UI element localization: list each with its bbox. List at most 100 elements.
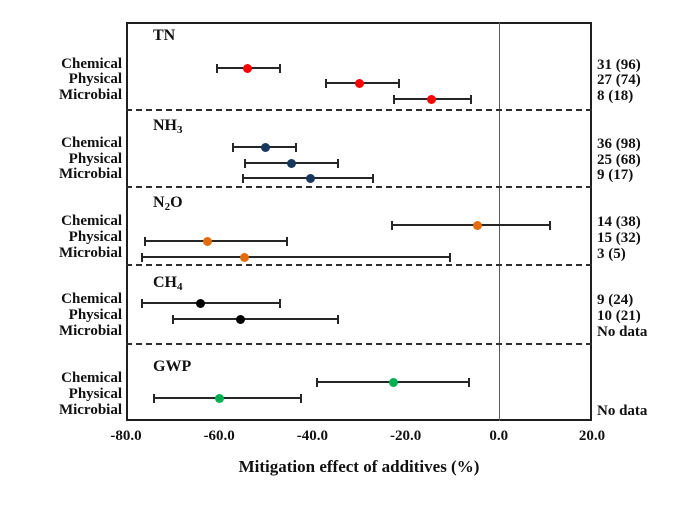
data-point bbox=[389, 377, 399, 387]
sample-size-label: 9 (24) bbox=[597, 292, 634, 308]
section-title: TN bbox=[153, 26, 175, 46]
category-label: Microbial bbox=[58, 87, 122, 103]
category-label: Chemical bbox=[61, 370, 122, 386]
error-bar-line bbox=[142, 302, 280, 304]
error-bar-cap-left bbox=[171, 315, 174, 324]
sample-size-label: 15 (32) bbox=[597, 230, 641, 246]
category-label: Chemical bbox=[61, 291, 122, 307]
category-label: Chemical bbox=[61, 135, 122, 151]
sample-size-label: 8 (18) bbox=[597, 88, 634, 104]
error-bar-cap-left bbox=[232, 143, 235, 152]
error-bar-cap-left bbox=[392, 95, 395, 104]
error-bar-cap-left bbox=[141, 299, 144, 308]
error-bar-cap-right bbox=[278, 299, 281, 308]
section-title-text: CH bbox=[153, 274, 177, 291]
section-title-subscript: 2 bbox=[164, 201, 171, 213]
error-bar-line bbox=[144, 240, 287, 242]
section-title: CH4 bbox=[153, 273, 183, 297]
error-bar-cap-left bbox=[141, 253, 144, 262]
sample-size-label: 25 (68) bbox=[597, 152, 641, 168]
sample-size-label: 10 (21) bbox=[597, 308, 641, 324]
section-title-subscript: 3 bbox=[177, 124, 183, 136]
sample-size-label: No data bbox=[597, 403, 648, 419]
error-bar-cap-left bbox=[325, 79, 328, 88]
section-title-text: NH bbox=[153, 117, 177, 134]
sample-size-label: 36 (98) bbox=[597, 136, 641, 152]
section-title-subscript: 4 bbox=[177, 281, 183, 293]
category-label: Physical bbox=[68, 71, 122, 87]
x-tick-label: 20.0 bbox=[578, 428, 606, 444]
data-point bbox=[426, 94, 436, 104]
section-title-text: GWP bbox=[153, 358, 192, 375]
category-label: Microbial bbox=[58, 402, 122, 418]
section-title-text: N bbox=[153, 194, 165, 211]
error-bar-cap-right bbox=[285, 237, 288, 246]
error-bar-cap-right bbox=[469, 95, 472, 104]
x-tick-label: -20.0 bbox=[389, 428, 422, 444]
category-label: Physical bbox=[68, 151, 122, 167]
error-bar-cap-right bbox=[278, 64, 281, 73]
section-divider bbox=[126, 186, 592, 188]
data-point bbox=[240, 252, 250, 262]
data-point bbox=[286, 158, 296, 168]
category-label: Microbial bbox=[58, 323, 122, 339]
error-bar-cap-left bbox=[243, 159, 246, 168]
section-divider bbox=[126, 109, 592, 111]
section-divider bbox=[126, 264, 592, 266]
error-bar-cap-right bbox=[372, 174, 374, 183]
x-tick-label: -80.0 bbox=[110, 428, 142, 444]
error-bar-cap-right bbox=[295, 143, 298, 152]
error-bar-line bbox=[172, 318, 338, 320]
error-bar-cap-right bbox=[299, 394, 302, 403]
error-bar-cap-right bbox=[549, 221, 552, 230]
category-label: Chemical bbox=[61, 213, 122, 229]
category-label: Physical bbox=[68, 386, 122, 402]
error-bar-cap-right bbox=[337, 159, 339, 168]
error-bar-cap-left bbox=[215, 64, 218, 73]
data-point bbox=[235, 314, 245, 324]
error-bar-cap-left bbox=[316, 378, 319, 387]
section-title-text: TN bbox=[153, 27, 176, 44]
sample-size-label: 27 (74) bbox=[597, 72, 641, 88]
sample-size-label: 31 (96) bbox=[597, 57, 641, 73]
data-point bbox=[473, 220, 483, 230]
section-title-text: O bbox=[170, 194, 183, 211]
category-label: Microbial bbox=[58, 166, 122, 182]
x-tick-label: -40.0 bbox=[296, 428, 329, 444]
x-tick-label: 0.0 bbox=[489, 428, 509, 444]
error-bar-line bbox=[142, 256, 450, 258]
data-point bbox=[261, 142, 271, 152]
plot-area bbox=[126, 22, 592, 421]
data-point bbox=[196, 298, 206, 308]
error-bar-cap-right bbox=[397, 79, 400, 88]
error-bar-cap-left bbox=[153, 394, 155, 403]
x-tick-label: -60.0 bbox=[203, 428, 235, 444]
zero-reference-line bbox=[498, 22, 500, 421]
error-bar-cap-left bbox=[390, 221, 393, 230]
section-divider bbox=[126, 343, 592, 345]
section-title: NH3 bbox=[153, 116, 183, 140]
data-point bbox=[214, 393, 224, 403]
data-point bbox=[354, 78, 364, 88]
sample-size-label: No data bbox=[597, 324, 648, 340]
section-title: GWP bbox=[153, 357, 191, 377]
error-bar-cap-right bbox=[337, 315, 339, 324]
category-label: Physical bbox=[68, 307, 122, 323]
error-bar-cap-right bbox=[448, 253, 451, 262]
x-axis-title: Mitigation effect of additives (%) bbox=[238, 457, 480, 476]
category-label: Physical bbox=[68, 229, 122, 245]
error-bar-cap-right bbox=[467, 378, 470, 387]
sample-size-label: 9 (17) bbox=[597, 167, 634, 183]
sample-size-label: 14 (38) bbox=[597, 214, 641, 230]
error-bar-cap-left bbox=[143, 237, 146, 246]
section-title: N2O bbox=[153, 193, 183, 217]
error-bar-line bbox=[154, 397, 301, 399]
category-label: Chemical bbox=[61, 56, 122, 72]
data-point bbox=[305, 173, 315, 183]
data-point bbox=[242, 63, 252, 73]
data-point bbox=[203, 236, 213, 246]
sample-size-label: 3 (5) bbox=[597, 246, 626, 262]
category-label: Microbial bbox=[58, 245, 122, 261]
error-bar-cap-left bbox=[241, 174, 244, 183]
